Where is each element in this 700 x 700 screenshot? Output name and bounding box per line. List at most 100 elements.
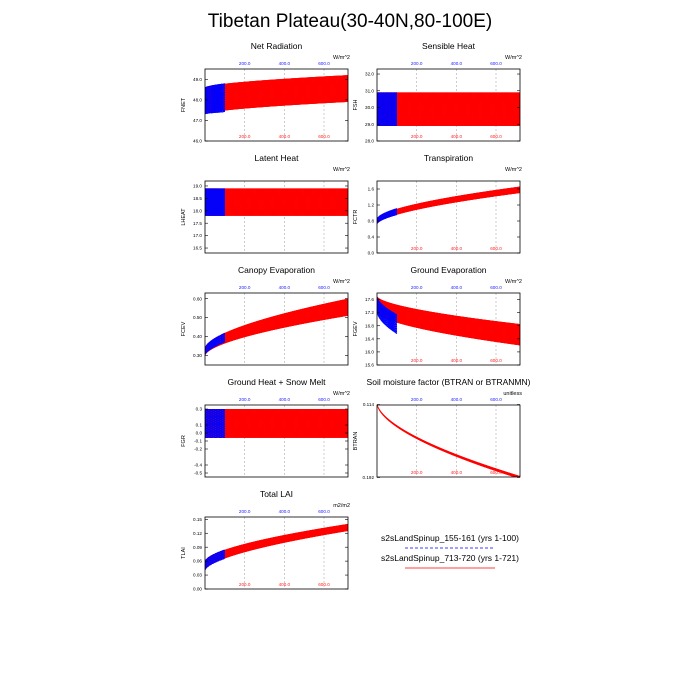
bottom-tick-label: 400.0	[451, 134, 463, 139]
top-tick-label: 200.0	[411, 61, 423, 66]
series-line-long-run	[205, 75, 348, 115]
plot-frame	[376, 404, 521, 478]
ytick-label: 16.0	[365, 350, 374, 355]
top-tick-label: 600.0	[490, 285, 502, 290]
series-line-long-run	[377, 186, 520, 225]
top-tick-label: 200.0	[411, 397, 423, 402]
units-label: W/m^2	[333, 279, 350, 285]
panel-2: 16.5 17.0 17.5 18.0 18.5 19.0 Latent Heat W/m^2…	[181, 153, 350, 254]
ylabel: FGR	[181, 435, 187, 447]
series-line-short-run	[205, 408, 226, 438]
top-tick-label: 600.0	[318, 397, 330, 402]
top-tick-label: 400.0	[279, 397, 291, 402]
plot-area	[377, 405, 520, 477]
units-label: W/m^2	[333, 55, 350, 61]
top-tick-label: 400.0	[279, 61, 291, 66]
bottom-tick-label: 200.0	[239, 134, 251, 139]
series-line-long-run	[377, 405, 520, 477]
ylabel: FCEV	[181, 321, 187, 336]
plot-frame	[376, 68, 521, 142]
ytick-label: 31.0	[365, 88, 374, 93]
plot-area	[205, 408, 348, 438]
ytick-label: -0.4	[194, 463, 202, 468]
top-tick-label: 400.0	[451, 285, 463, 290]
ytick-label: 0.40	[193, 334, 202, 339]
ytick-label: 18.5	[193, 196, 202, 201]
plot-area	[377, 186, 520, 225]
ylabel: FGEV	[353, 321, 359, 336]
ytick-label: 0.192	[363, 475, 375, 480]
ytick-label: 46.0	[193, 139, 202, 144]
ytick-label: 0.0	[196, 431, 203, 436]
top-tick-label: 600.0	[490, 397, 502, 402]
panel-3: 0.0 0.4 0.8 1.2 1.6 200.0 400.0 600.0 Transpirat…	[353, 153, 522, 256]
top-tick-label: 400.0	[279, 509, 291, 514]
ytick-label: 18.0	[193, 208, 202, 213]
top-tick-label: 200.0	[239, 61, 251, 66]
ytick-label: 16.8	[365, 323, 374, 328]
panel-title: Transpiration	[424, 153, 474, 163]
ytick-label: 17.2	[365, 310, 374, 315]
bottom-tick-label: 200.0	[411, 246, 423, 251]
ytick-label: 17.0	[193, 233, 202, 238]
ytick-label: 28.0	[365, 139, 374, 144]
ytick-label: 47.0	[193, 118, 202, 123]
ytick-label: 15.6	[365, 363, 374, 368]
ytick-label: 0.4	[368, 235, 375, 240]
ytick-label: 1.6	[368, 187, 375, 192]
plot-frame	[376, 292, 521, 366]
units-label: W/m^2	[505, 55, 522, 61]
ytick-label: 49.0	[193, 77, 202, 82]
panel-title: Net Radiation	[251, 41, 303, 51]
ylabel: FNET	[181, 97, 187, 112]
top-tick-label: 200.0	[239, 509, 251, 514]
ytick-label: -0.1	[194, 439, 202, 444]
panel-title: Soil moisture factor (BTRAN or BTRANMN)	[367, 377, 531, 387]
bottom-tick-label: 400.0	[279, 582, 291, 587]
ytick-label: 30.0	[365, 105, 374, 110]
series-line-long-run	[205, 523, 348, 571]
top-tick-label: 600.0	[318, 285, 330, 290]
ytick-label: 0.0	[368, 251, 375, 256]
figure-title: Tibetan Plateau(30-40N,80-100E)	[208, 11, 492, 32]
ytick-label: 0.50	[193, 315, 202, 320]
top-tick-label: 400.0	[451, 61, 463, 66]
ytick-label: 0.00	[193, 587, 202, 592]
top-tick-label: 600.0	[318, 61, 330, 66]
panel-6: -0.5 -0.4 -0.2 -0.1 0.0 0.1 0.3 200.0 400.0 600.0…	[181, 377, 350, 478]
plot-area	[205, 75, 348, 115]
panel-title: Ground Heat + Snow Melt	[227, 377, 326, 387]
panel-5: 15.6 16.0 16.4 16.8 17.2 17.6 200.0 400.0 600.0 2…	[353, 265, 522, 368]
series-line-long-run	[205, 408, 348, 438]
bottom-tick-label: 200.0	[239, 582, 251, 587]
ytick-label: 19.0	[193, 184, 202, 189]
ylabel: LHEAT	[181, 208, 187, 226]
ytick-label: -0.5	[194, 471, 202, 476]
ytick-label: 16.5	[193, 246, 202, 251]
plot-area	[377, 92, 520, 126]
bottom-tick-label: 600.0	[490, 134, 502, 139]
series-line-long-run	[205, 188, 348, 216]
legend-label-short-run: s2sLandSpinup_155-161 (yrs 1-100)	[381, 533, 519, 543]
panel-7: 0.114 0.192 200.0 400.0 600.0 200.0 400.0 600.0…	[353, 377, 531, 480]
ytick-label: 32.0	[365, 72, 374, 77]
series-line-short-run	[205, 549, 226, 571]
bottom-tick-label: 600.0	[318, 134, 330, 139]
bottom-tick-label: 600.0	[318, 582, 330, 587]
series-line-short-run	[377, 297, 398, 334]
series-line-short-run	[205, 188, 226, 216]
ytick-label: 0.15	[193, 517, 202, 522]
units-label: W/m^2	[505, 167, 522, 173]
ytick-label: 29.0	[365, 122, 374, 127]
units-label: m2/m2	[333, 503, 350, 509]
ytick-label: 0.8	[368, 219, 375, 224]
panels: 46.0 47.0 48.0 49.0 200.0 400.0 600.0 200.0 400.…	[181, 41, 531, 592]
plot-area	[205, 298, 348, 356]
ytick-label: 0.60	[193, 296, 202, 301]
ytick-label: 48.0	[193, 97, 202, 102]
plot-area	[205, 188, 348, 216]
ytick-label: 0.3	[196, 407, 203, 412]
panel-1: 28.0 29.0 30.0 31.0 32.0 200.0 400.0 600.0 200.0…	[353, 41, 522, 144]
panel-title: Sensible Heat	[422, 41, 476, 51]
